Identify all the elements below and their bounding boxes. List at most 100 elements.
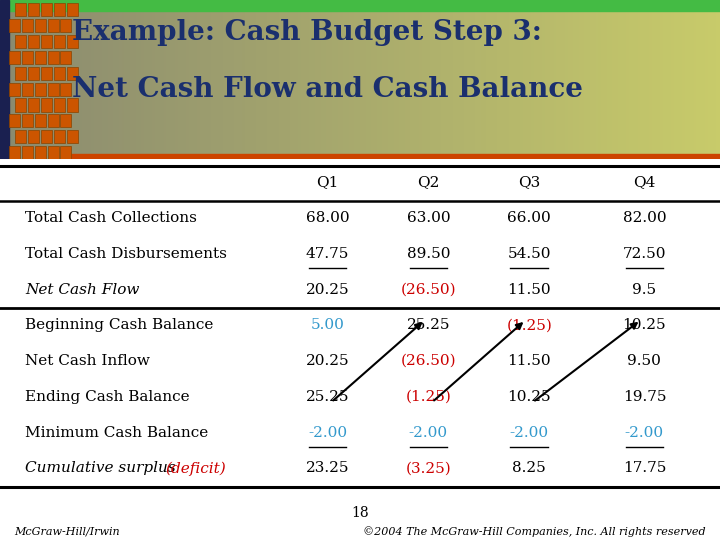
Text: McGraw-Hill/Irwin: McGraw-Hill/Irwin: [14, 526, 120, 537]
Bar: [54, 66, 65, 79]
Text: 9.5: 9.5: [632, 282, 657, 296]
Bar: [35, 146, 45, 159]
Bar: [9, 114, 19, 127]
Text: Net Cash Flow and Cash Balance: Net Cash Flow and Cash Balance: [72, 77, 583, 104]
Text: Total Cash Disbursements: Total Cash Disbursements: [25, 247, 227, 261]
Bar: [41, 3, 52, 16]
Text: 20.25: 20.25: [306, 354, 349, 368]
Bar: [22, 83, 32, 96]
Bar: [0, 0, 720, 11]
Text: 82.00: 82.00: [623, 211, 666, 225]
Bar: [28, 35, 39, 48]
Bar: [22, 114, 32, 127]
Bar: [54, 35, 65, 48]
Text: 25.25: 25.25: [407, 319, 450, 333]
Bar: [65, 154, 720, 159]
Text: 72.50: 72.50: [623, 247, 666, 261]
Bar: [9, 19, 19, 32]
Text: 8.25: 8.25: [513, 462, 546, 475]
Text: Net Cash Flow: Net Cash Flow: [25, 282, 140, 296]
Bar: [15, 66, 26, 79]
Bar: [67, 66, 78, 79]
Bar: [22, 146, 32, 159]
Bar: [28, 98, 39, 111]
Text: Total Cash Collections: Total Cash Collections: [25, 211, 197, 225]
Text: Ending Cash Balance: Ending Cash Balance: [25, 390, 190, 404]
Text: (26.50): (26.50): [400, 354, 456, 368]
Bar: [15, 130, 26, 143]
Text: Example: Cash Budget Step 3:: Example: Cash Budget Step 3:: [72, 19, 542, 46]
Bar: [41, 130, 52, 143]
Bar: [28, 3, 39, 16]
Text: 10.25: 10.25: [508, 390, 551, 404]
Text: 47.75: 47.75: [306, 247, 349, 261]
Bar: [60, 114, 71, 127]
Bar: [41, 35, 52, 48]
Bar: [0, 0, 9, 159]
Bar: [54, 98, 65, 111]
Text: 17.75: 17.75: [623, 462, 666, 475]
Bar: [60, 51, 71, 64]
Bar: [28, 66, 39, 79]
Text: (deficit): (deficit): [166, 461, 226, 476]
Text: ©2004 The McGraw-Hill Companies, Inc. All rights reserved: ©2004 The McGraw-Hill Companies, Inc. Al…: [363, 526, 706, 537]
Text: Cumulative surplus: Cumulative surplus: [25, 462, 181, 475]
Text: 19.75: 19.75: [623, 390, 666, 404]
Text: 66.00: 66.00: [508, 211, 551, 225]
Text: Q2: Q2: [417, 176, 440, 190]
Bar: [9, 146, 19, 159]
Text: 63.00: 63.00: [407, 211, 450, 225]
Text: 89.50: 89.50: [407, 247, 450, 261]
Text: 5.00: 5.00: [310, 319, 345, 333]
Text: -2.00: -2.00: [308, 426, 347, 440]
Bar: [60, 19, 71, 32]
Bar: [35, 19, 45, 32]
Bar: [48, 51, 58, 64]
Text: 10.25: 10.25: [623, 319, 666, 333]
Bar: [60, 83, 71, 96]
Text: Q4: Q4: [633, 176, 656, 190]
Bar: [67, 98, 78, 111]
Bar: [15, 98, 26, 111]
Bar: [67, 130, 78, 143]
Bar: [35, 83, 45, 96]
Text: -2.00: -2.00: [625, 426, 664, 440]
Bar: [35, 114, 45, 127]
Bar: [54, 130, 65, 143]
Bar: [22, 19, 32, 32]
Text: -2.00: -2.00: [510, 426, 549, 440]
Text: (1.25): (1.25): [405, 390, 451, 404]
Text: 23.25: 23.25: [306, 462, 349, 475]
Text: 9.50: 9.50: [627, 354, 662, 368]
Text: (26.50): (26.50): [400, 282, 456, 296]
Bar: [9, 51, 19, 64]
Text: (1.25): (1.25): [506, 319, 552, 333]
Text: 68.00: 68.00: [306, 211, 349, 225]
Bar: [48, 83, 58, 96]
Bar: [28, 130, 39, 143]
Text: 18: 18: [351, 506, 369, 520]
Bar: [22, 51, 32, 64]
Bar: [41, 98, 52, 111]
Text: -2.00: -2.00: [409, 426, 448, 440]
Text: 25.25: 25.25: [306, 390, 349, 404]
Bar: [60, 146, 71, 159]
Bar: [67, 35, 78, 48]
Bar: [48, 19, 58, 32]
Text: Q3: Q3: [518, 176, 540, 190]
Text: 11.50: 11.50: [508, 354, 551, 368]
Text: Net Cash Inflow: Net Cash Inflow: [25, 354, 150, 368]
Text: Q1: Q1: [316, 176, 339, 190]
Text: 11.50: 11.50: [508, 282, 551, 296]
Text: 20.25: 20.25: [306, 282, 349, 296]
Bar: [48, 146, 58, 159]
Bar: [15, 3, 26, 16]
Bar: [67, 3, 78, 16]
Bar: [35, 51, 45, 64]
Text: (3.25): (3.25): [405, 462, 451, 475]
Bar: [54, 3, 65, 16]
Bar: [15, 35, 26, 48]
Text: Minimum Cash Balance: Minimum Cash Balance: [25, 426, 209, 440]
Text: 54.50: 54.50: [508, 247, 551, 261]
Bar: [9, 83, 19, 96]
